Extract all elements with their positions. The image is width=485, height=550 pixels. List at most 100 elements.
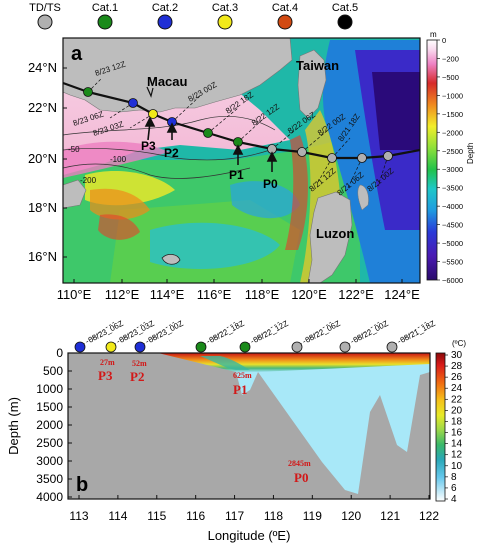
temperature-colorbar-tick: 30 <box>451 350 463 361</box>
land-taiwan <box>297 49 327 119</box>
temperature-colorbar-tick: 28 <box>451 361 463 372</box>
track-marker <box>148 109 158 119</box>
depth-colorbar-unit: m <box>430 30 437 39</box>
contour-label: -100 <box>110 155 127 164</box>
x-tick: 122 <box>419 509 439 523</box>
temperature-colorbar-tick: 18 <box>451 416 463 427</box>
label-taiwan: Taiwan <box>296 58 339 73</box>
lon-tick: 122°E <box>338 287 374 302</box>
x-tick: 114 <box>108 509 127 523</box>
y-tick: 2000 <box>36 418 63 432</box>
panel-a-map: a Macau Taiwan Luzon P3 P2 P1 P0 8/23 12… <box>28 37 421 302</box>
intensity-legend: TD/TS Cat.1 Cat.2 Cat.3 Cat.4 Cat.5 <box>29 2 358 30</box>
section-marker <box>339 341 351 353</box>
depth-colorbar-tick: −500 <box>442 73 459 82</box>
depth-note-point: P0 <box>294 470 308 485</box>
x-tick: 116 <box>186 509 205 523</box>
legend-label: Cat.5 <box>332 2 358 14</box>
depth-note: 52m <box>132 359 147 368</box>
temperature-colorbar-tick: 20 <box>451 405 463 416</box>
depth-colorbar-tick: −1500 <box>442 110 463 119</box>
y-tick: 1000 <box>36 382 63 396</box>
track-marker <box>327 153 337 163</box>
lat-tick: 20°N <box>28 151 57 166</box>
depth-colorbar-tick: −5500 <box>442 258 463 267</box>
temperature-colorbar-tick: 8 <box>451 472 457 483</box>
lon-tick: 116°E <box>197 287 232 302</box>
temperature-colorbar-unit: (ºC) <box>452 339 466 348</box>
land-luzon <box>307 191 353 283</box>
legend-swatch <box>217 14 233 30</box>
track-marker <box>357 153 367 163</box>
depth-colorbar-tick: −3000 <box>442 165 463 174</box>
section-marker <box>386 341 398 353</box>
temperature-colorbar-tick: 22 <box>451 394 463 405</box>
y-tick: 4000 <box>36 490 63 504</box>
y-tick: 1500 <box>36 400 63 414</box>
depth-note: 2845m <box>288 459 311 468</box>
section-marker <box>105 341 117 353</box>
temperature-colorbar-tick: 4 <box>451 494 457 505</box>
panel-a-letter: a <box>71 43 83 65</box>
y-tick: 3000 <box>36 454 63 468</box>
point-label: P1 <box>229 168 244 182</box>
label-macau: Macau <box>147 74 188 89</box>
temperature-colorbar-tick: 12 <box>451 450 463 461</box>
section-time-label: 08/22_00Z <box>352 319 390 345</box>
legend-label: Cat.3 <box>212 2 238 14</box>
label-luzon: Luzon <box>316 226 354 241</box>
depth-note: 625m <box>233 371 252 380</box>
section-time-label: 08/22_12Z <box>252 319 290 345</box>
depth-colorbar-tick: −5000 <box>442 239 463 248</box>
x-axis-label: Longitude (ºE) <box>208 528 291 543</box>
track-marker <box>203 128 213 138</box>
temperature-colorbar-tick: 26 <box>451 372 463 383</box>
lon-tick: 110°E <box>57 287 92 302</box>
depth-colorbar-title: Depth <box>466 143 475 164</box>
section-frame <box>67 352 431 500</box>
legend-swatch <box>277 14 293 30</box>
track-markers <box>83 87 393 163</box>
temperature-colorbar-tick: 10 <box>451 461 463 472</box>
track-marker <box>83 87 93 97</box>
point-label: P2 <box>164 146 179 160</box>
x-tick: 115 <box>147 509 166 523</box>
legend-label: Cat.2 <box>152 2 178 14</box>
lon-tick: 114°E <box>150 287 185 302</box>
depth-colorbar-tick: −3500 <box>442 184 463 193</box>
map-frame <box>62 37 421 284</box>
track-marker <box>383 151 393 161</box>
depth-colorbar-tick: −2000 <box>442 128 463 137</box>
legend-swatch <box>157 14 173 30</box>
contour-label: -200 <box>80 176 97 185</box>
depth-note-point: P1 <box>233 382 247 397</box>
depth-note-point: P3 <box>98 368 113 383</box>
legend-swatch <box>97 14 113 30</box>
depth-colorbar-tick: −4000 <box>442 202 463 211</box>
lon-tick: 120°E <box>291 287 327 302</box>
point-label: P0 <box>263 177 278 191</box>
x-tick: 119 <box>303 509 322 523</box>
section-time-label: 08/21_18Z <box>399 319 437 345</box>
track-marker <box>128 98 138 108</box>
depth-colorbar-tick: −1000 <box>442 91 463 100</box>
point-label: P3 <box>141 139 156 153</box>
lat-tick: 22°N <box>28 100 57 115</box>
lat-tick: 18°N <box>28 200 57 215</box>
depth-note-point: P2 <box>130 369 144 384</box>
y-axis-label: Depth (m) <box>6 397 21 455</box>
x-tick: 113 <box>69 509 88 523</box>
section-marker <box>74 341 86 353</box>
legend-label: TD/TS <box>29 2 61 14</box>
temperature-colorbar-tick: 6 <box>451 483 457 494</box>
temperature-colorbar-tick: 14 <box>451 439 463 450</box>
depth-colorbar-tick: 0 <box>442 36 446 45</box>
depth-colorbar-tick: −2500 <box>442 147 463 156</box>
temperature-colorbar-tick: 24 <box>451 383 463 394</box>
legend-swatch <box>37 14 53 30</box>
section-marker <box>134 341 146 353</box>
x-tick: 117 <box>225 509 244 523</box>
